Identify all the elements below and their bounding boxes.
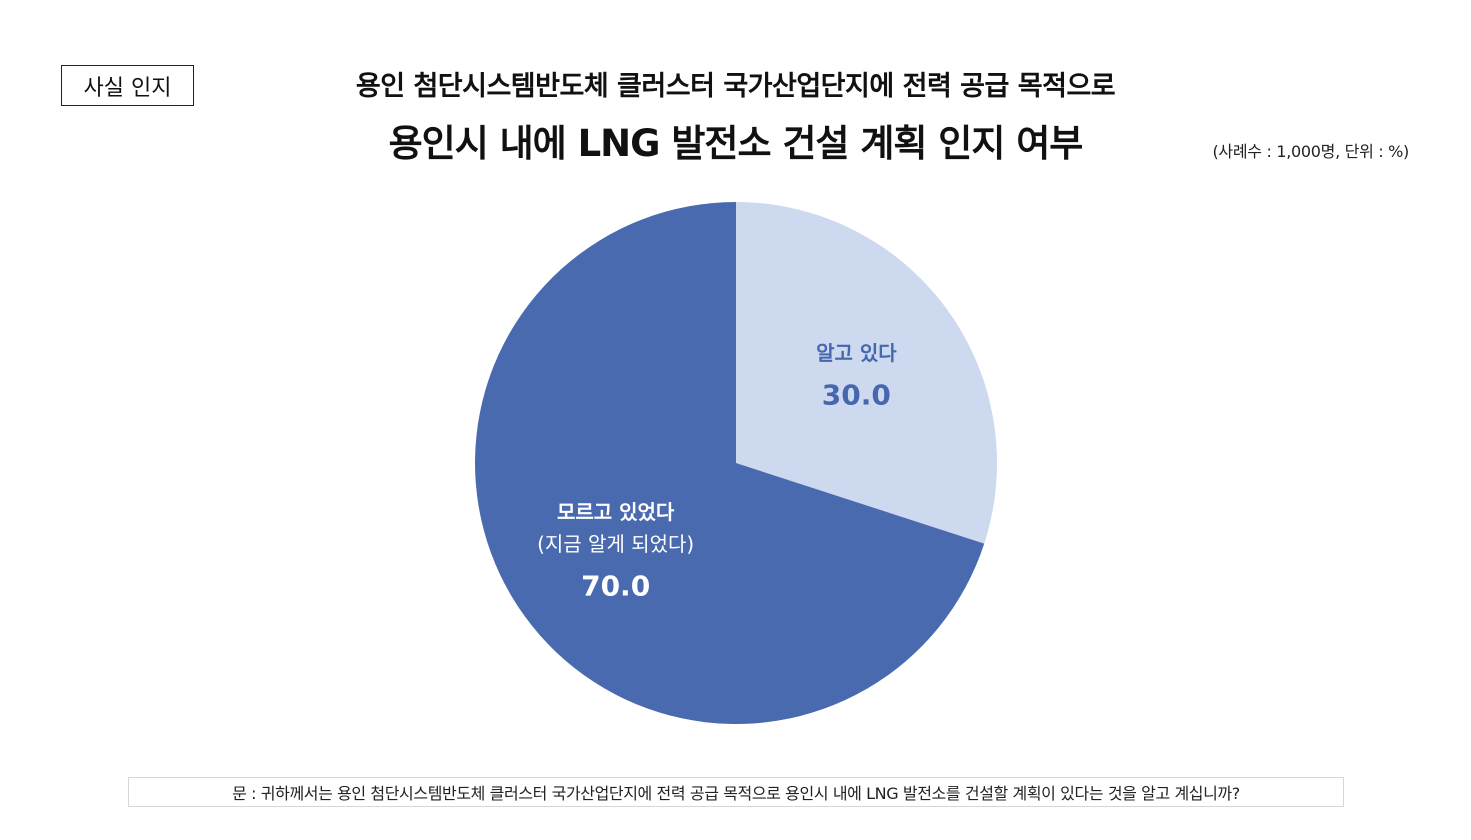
pie-slice-0-value: 30.0 bbox=[822, 379, 891, 412]
question-footnote: 문 : 귀하께서는 용인 첨단시스템반도체 클러스터 국가산업단지에 전력 공급… bbox=[128, 777, 1344, 807]
chart-title-line2: 용인시 내에 LNG 발전소 건설 계획 인지 여부 bbox=[388, 122, 1084, 165]
pie-slice-1-label: 모르고 있었다 bbox=[557, 500, 675, 524]
pie-labels: 알고 있다 30.0 모르고 있었다 (지금 알게 되었다) 70.0 bbox=[537, 341, 897, 602]
pie-slice-1-sublabel: (지금 알게 되었다) bbox=[537, 532, 694, 556]
pie-slice-1-value: 70.0 bbox=[581, 569, 650, 602]
sample-note: (사례수 : 1,000명, 단위 : %) bbox=[1212, 142, 1409, 161]
chart-title-line1: 용인 첨단시스템반도체 클러스터 국가산업단지에 전력 공급 목적으로 bbox=[355, 71, 1116, 102]
pie-slice-0 bbox=[736, 202, 997, 544]
pie-slices bbox=[475, 202, 997, 724]
category-badge: 사실 인지 bbox=[61, 65, 194, 106]
pie-slice-0-label: 알고 있다 bbox=[816, 341, 897, 365]
pie-slice-1 bbox=[475, 202, 985, 724]
